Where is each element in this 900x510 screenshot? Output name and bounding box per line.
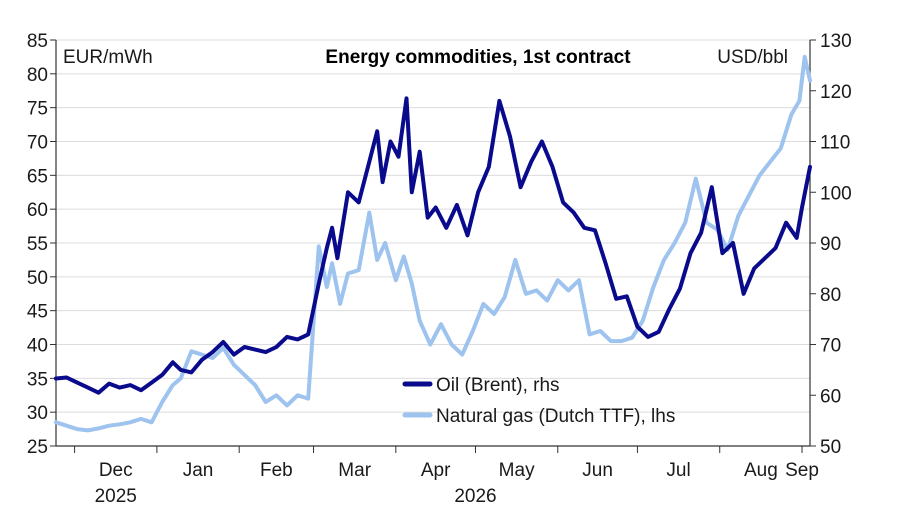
- legend-label-oil: Oil (Brent), rhs: [436, 375, 560, 396]
- x-tick-label: Dec: [99, 460, 133, 481]
- left-tick-label: 85: [27, 31, 48, 52]
- right-tick-label: 120: [820, 82, 852, 103]
- left-axis-unit: EUR/mWh: [63, 47, 153, 68]
- right-axis-unit: USD/bbl: [717, 47, 788, 68]
- right-axis-ticks: 50 60 70 80 90 100 110 120 130: [810, 31, 852, 458]
- left-tick-label: 80: [27, 65, 48, 86]
- gridlines: [56, 39, 810, 413]
- x-tick-label: Aug: [744, 460, 778, 481]
- chart-title: Energy commodities, 1st contract: [325, 47, 631, 68]
- left-tick-label: 45: [27, 302, 48, 323]
- left-tick-label: 30: [27, 403, 48, 424]
- x-tick-label: Sep: [785, 460, 819, 481]
- x-tick-label: Apr: [421, 460, 451, 481]
- left-tick-label: 40: [27, 336, 48, 357]
- left-tick-label: 65: [27, 166, 48, 187]
- x-tick-label: Mar: [338, 460, 371, 481]
- right-tick-label: 70: [820, 336, 841, 357]
- x-tick-label: Jul: [666, 460, 690, 481]
- left-tick-label: 70: [27, 133, 48, 154]
- right-tick-label: 110: [820, 133, 850, 154]
- right-tick-label: 50: [820, 437, 841, 458]
- right-tick-label: 60: [820, 386, 841, 407]
- x-tick-label: Jun: [582, 460, 613, 481]
- x-year-label: 2026: [454, 486, 496, 507]
- x-tick-label: May: [499, 460, 535, 481]
- series-lines: [54, 54, 812, 433]
- x-axis-ticks: Dec Jan Feb Mar Apr May Jun Jul Aug Sep 2025 2026: [74, 446, 819, 507]
- left-tick-label: 75: [27, 99, 48, 120]
- left-tick-label: 35: [27, 369, 48, 390]
- x-tick-label: Feb: [260, 460, 293, 481]
- series-line-gas: [54, 54, 812, 433]
- right-tick-label: 100: [820, 183, 852, 204]
- left-axis-ticks: 25 30 35 40 45 50 55 60 65 70 75 80 85: [27, 31, 56, 458]
- x-year-label: 2025: [95, 486, 137, 507]
- legend-label-gas: Natural gas (Dutch TTF), lhs: [436, 406, 675, 427]
- left-tick-label: 60: [27, 200, 48, 221]
- x-tick-label: Jan: [183, 460, 214, 481]
- left-tick-label: 50: [27, 268, 48, 289]
- right-tick-label: 130: [820, 31, 852, 52]
- left-tick-label: 55: [27, 234, 48, 255]
- right-tick-label: 80: [820, 285, 841, 306]
- legend: Oil (Brent), rhs Natural gas (Dutch TTF)…: [402, 375, 675, 427]
- series-line-oil: [54, 96, 812, 395]
- left-tick-label: 25: [27, 437, 48, 458]
- right-tick-label: 90: [820, 234, 841, 255]
